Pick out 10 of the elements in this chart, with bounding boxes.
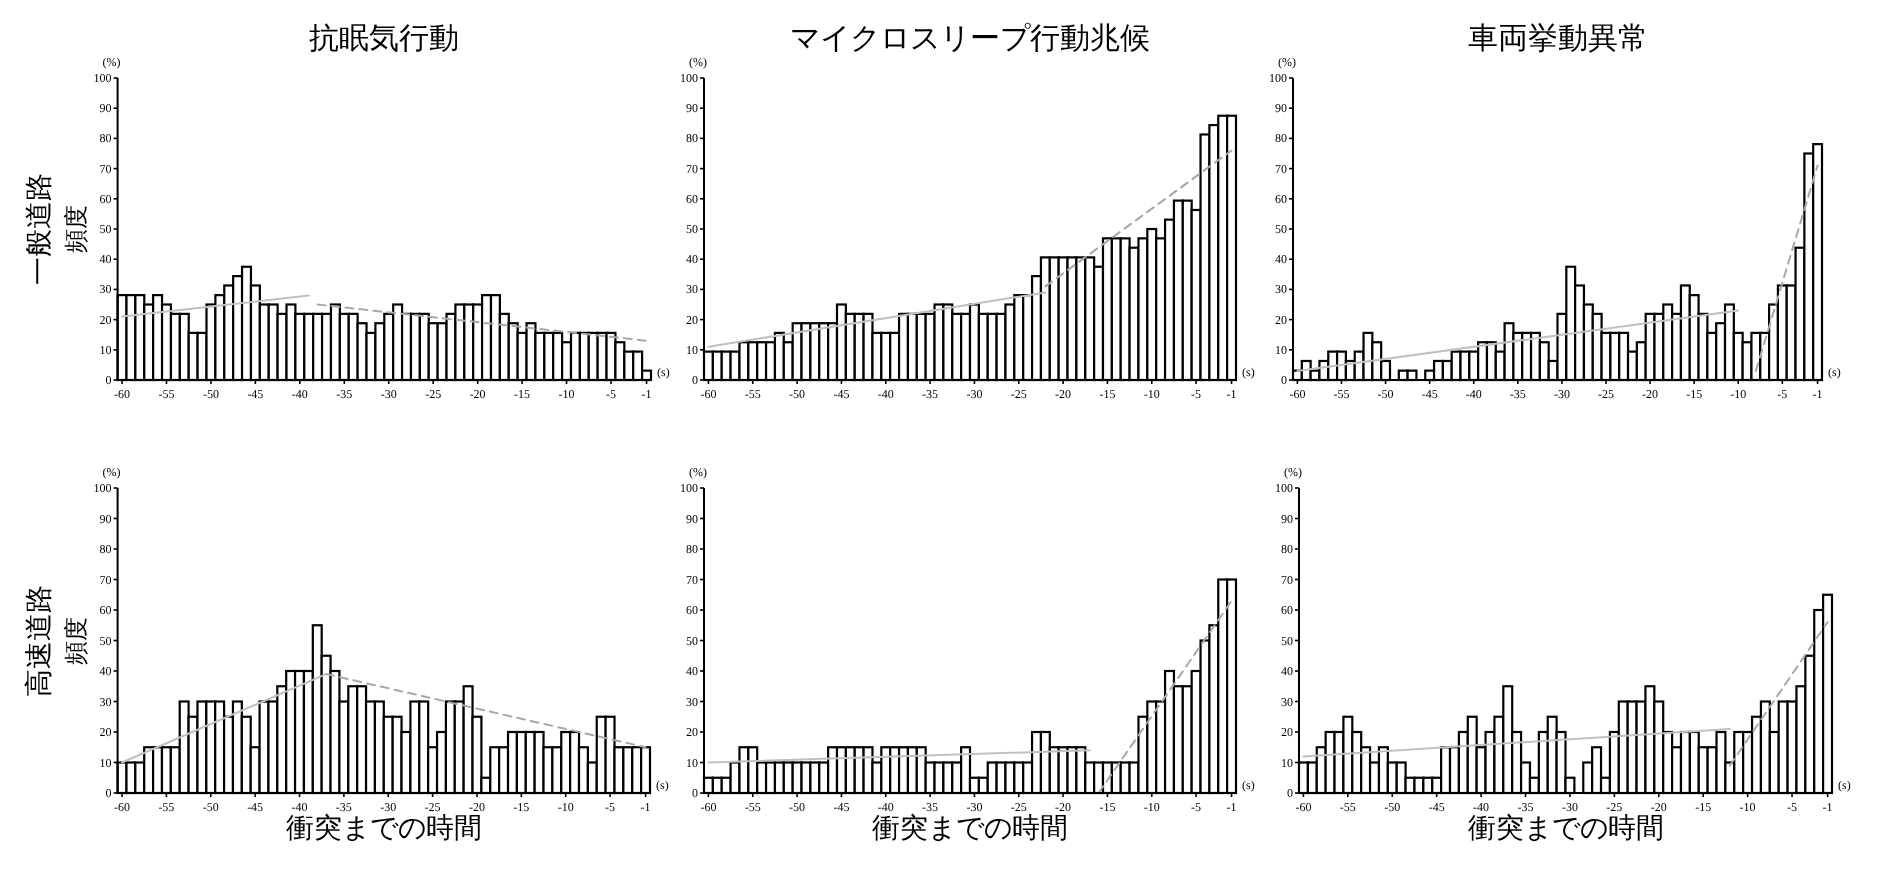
y-axis-title: 頻度 — [62, 616, 90, 665]
chart-title: マイクロスリープ行動兆候 — [790, 22, 1150, 56]
x-axis-title: 衝突までの時間 — [285, 813, 482, 845]
chart-title: 車両挙動異常 — [1467, 22, 1648, 56]
text: 一般道路 — [24, 173, 56, 285]
y-axis-title: 頻度 — [62, 205, 90, 253]
text: 高速道路 — [24, 584, 56, 697]
chart-title: 抗眠気行動 — [309, 22, 460, 56]
x-axis-title: 衝突までの時間 — [872, 813, 1068, 845]
x-axis-title: 衝突までの時間 — [1467, 813, 1664, 845]
